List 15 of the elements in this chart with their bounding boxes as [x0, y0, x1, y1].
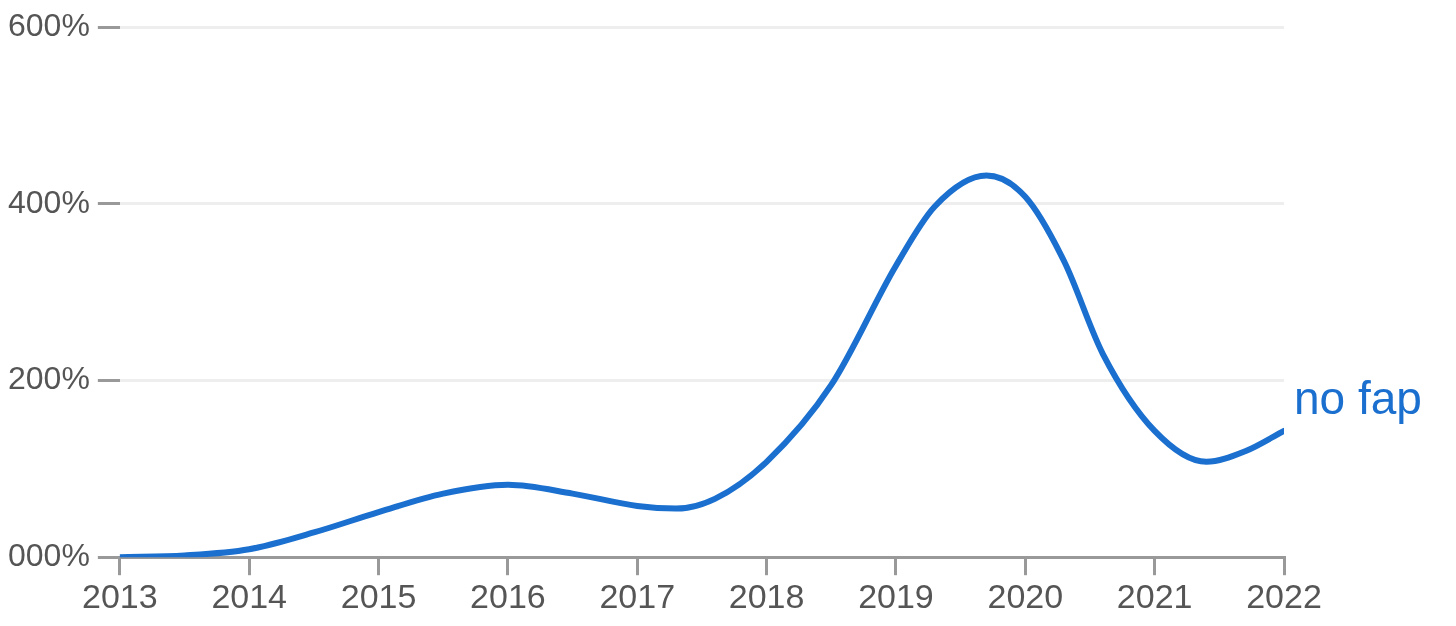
y-tick-label: 400%	[8, 183, 90, 220]
x-tick-label: 2019	[858, 576, 934, 615]
y-tick-label: 000%	[8, 537, 90, 574]
x-tick-label: 2013	[82, 576, 158, 615]
x-tick-label: 2020	[987, 576, 1064, 615]
y-tick-label: 200%	[8, 360, 90, 397]
series-label: no fap	[1294, 371, 1422, 424]
x-tick-label: 2017	[599, 576, 676, 615]
x-tick-label: 2014	[211, 576, 288, 615]
x-tick-label: 2018	[728, 576, 805, 615]
x-tick-label: 2021	[1116, 576, 1193, 615]
y-tick-label: 600%	[8, 7, 90, 44]
x-tick-label: 2015	[340, 576, 417, 615]
x-tick-label: 2016	[470, 576, 546, 615]
x-tick-label: 2022	[1246, 576, 1322, 615]
